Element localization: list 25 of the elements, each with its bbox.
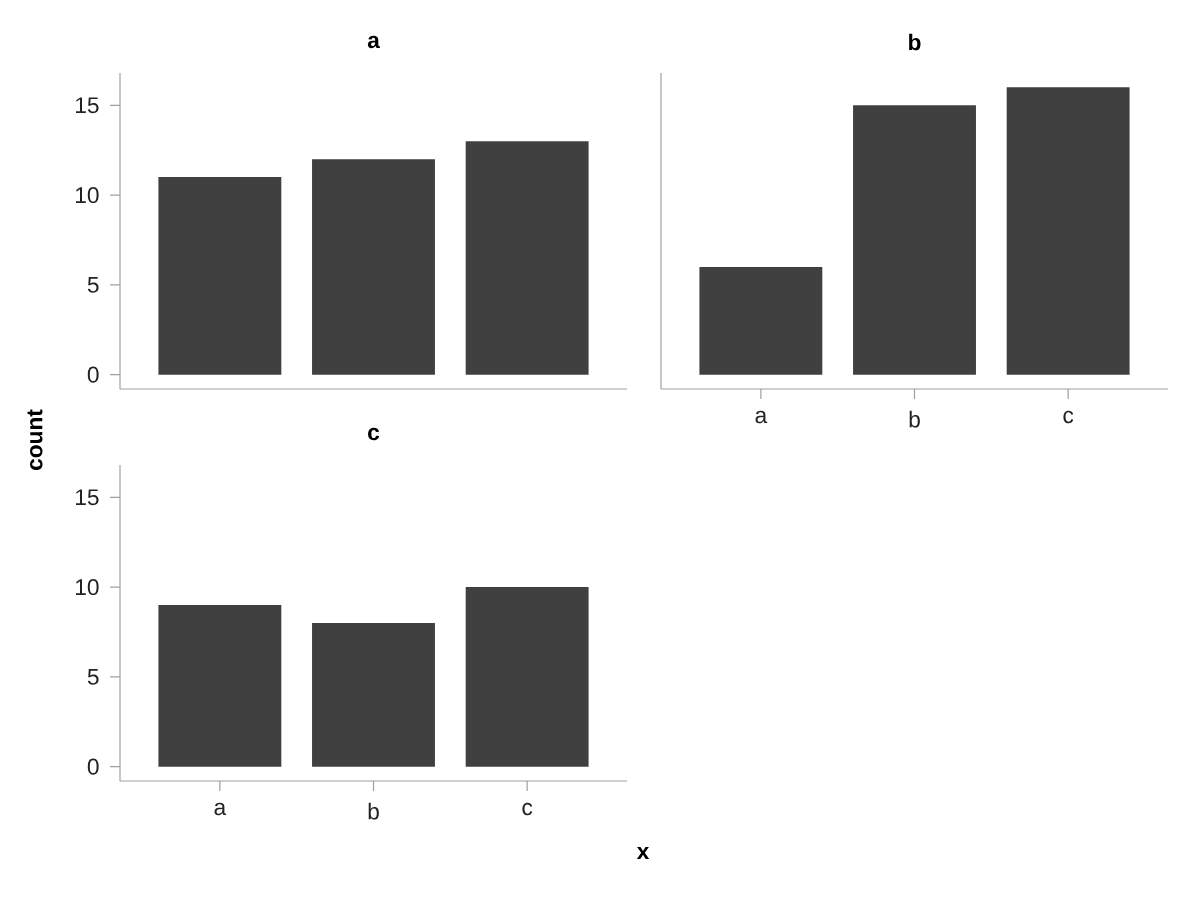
y-tick-label: 5 [87, 668, 99, 685]
bar [465, 141, 589, 375]
y-tick-label: 10 [76, 187, 99, 204]
y-axis-title: count [27, 409, 43, 470]
chart-title: c [368, 427, 380, 441]
bar [312, 159, 435, 375]
y-tick-label: 15 [76, 489, 99, 506]
bar [465, 587, 589, 767]
y-tick-label: 10 [76, 579, 99, 596]
chart-title: b [909, 33, 921, 51]
y-tick-label: 5 [87, 276, 99, 293]
bar [158, 605, 282, 767]
chart-title: a [367, 35, 380, 49]
x-tick-label: a [214, 802, 227, 816]
y-tick-label: 0 [87, 758, 99, 775]
x-tick-label: c [1063, 410, 1074, 424]
bar [312, 623, 435, 767]
x-tick-label: c [522, 802, 533, 816]
bar [158, 177, 282, 375]
y-tick-label: 15 [76, 97, 99, 114]
x-tick-label: a [755, 410, 768, 424]
y-tick-label: 0 [87, 366, 99, 383]
x-tick-label: b [368, 802, 379, 820]
x-tick-label: b [909, 410, 920, 428]
x-axis-title: x [636, 846, 650, 859]
